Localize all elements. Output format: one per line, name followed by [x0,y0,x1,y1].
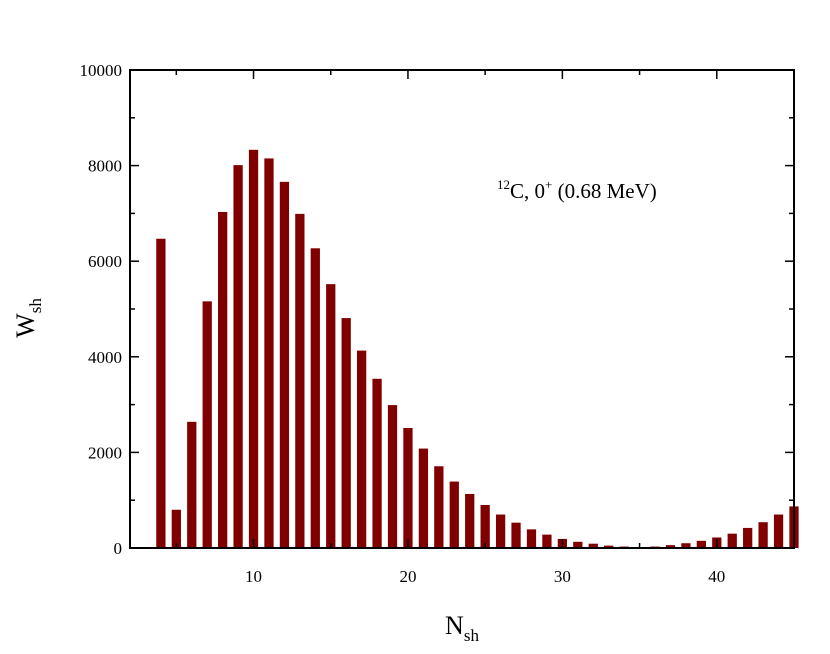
bar [665,545,676,548]
bar [758,522,768,548]
bar [465,493,475,548]
x-tick-label: 40 [708,567,725,586]
bar [356,350,367,548]
bar [264,158,274,548]
x-tick-label: 30 [554,567,571,586]
bar [218,211,228,548]
bar [480,504,490,548]
bar [341,318,351,548]
y-tick-label: 6000 [88,252,122,271]
bar [773,514,784,548]
ticks-group: 10 20 30 40 0 2000 4000 6000 8000 10000 [80,61,795,586]
bar [372,378,382,548]
x-tick-label: 20 [399,567,416,586]
chart-annotation: 12C, 0+ (0.68 MeV) [497,177,657,203]
bar [696,540,706,548]
bar [511,522,521,548]
bar [588,543,598,548]
bar [743,527,753,548]
bar [171,509,181,548]
x-axis-title: Nsh [445,611,479,645]
bar [681,543,691,548]
y-axis-title: Wsh [11,298,45,338]
y-tick-label: 8000 [88,157,122,176]
bar [248,149,259,549]
y-tick-label: 10000 [80,61,123,80]
bar [434,466,444,548]
bar [573,541,583,548]
bar [295,213,305,549]
bar [279,181,290,549]
bar [326,284,336,548]
bar [495,514,506,548]
y-tick-label: 0 [114,539,123,558]
bar [526,529,537,548]
bar [403,428,413,548]
bars-group [156,149,799,549]
bar [604,545,614,548]
bar [233,165,243,548]
bar [542,534,552,548]
bar [156,238,166,548]
plot-frame [129,69,795,549]
bar [310,248,320,548]
bar [187,421,197,548]
bar [418,448,429,548]
bar [449,481,459,548]
bar [202,301,212,548]
bar [387,405,398,548]
y-tick-label: 4000 [88,348,122,367]
x-tick-label: 10 [245,567,262,586]
y-tick-label: 2000 [88,443,122,462]
bar [727,533,737,548]
